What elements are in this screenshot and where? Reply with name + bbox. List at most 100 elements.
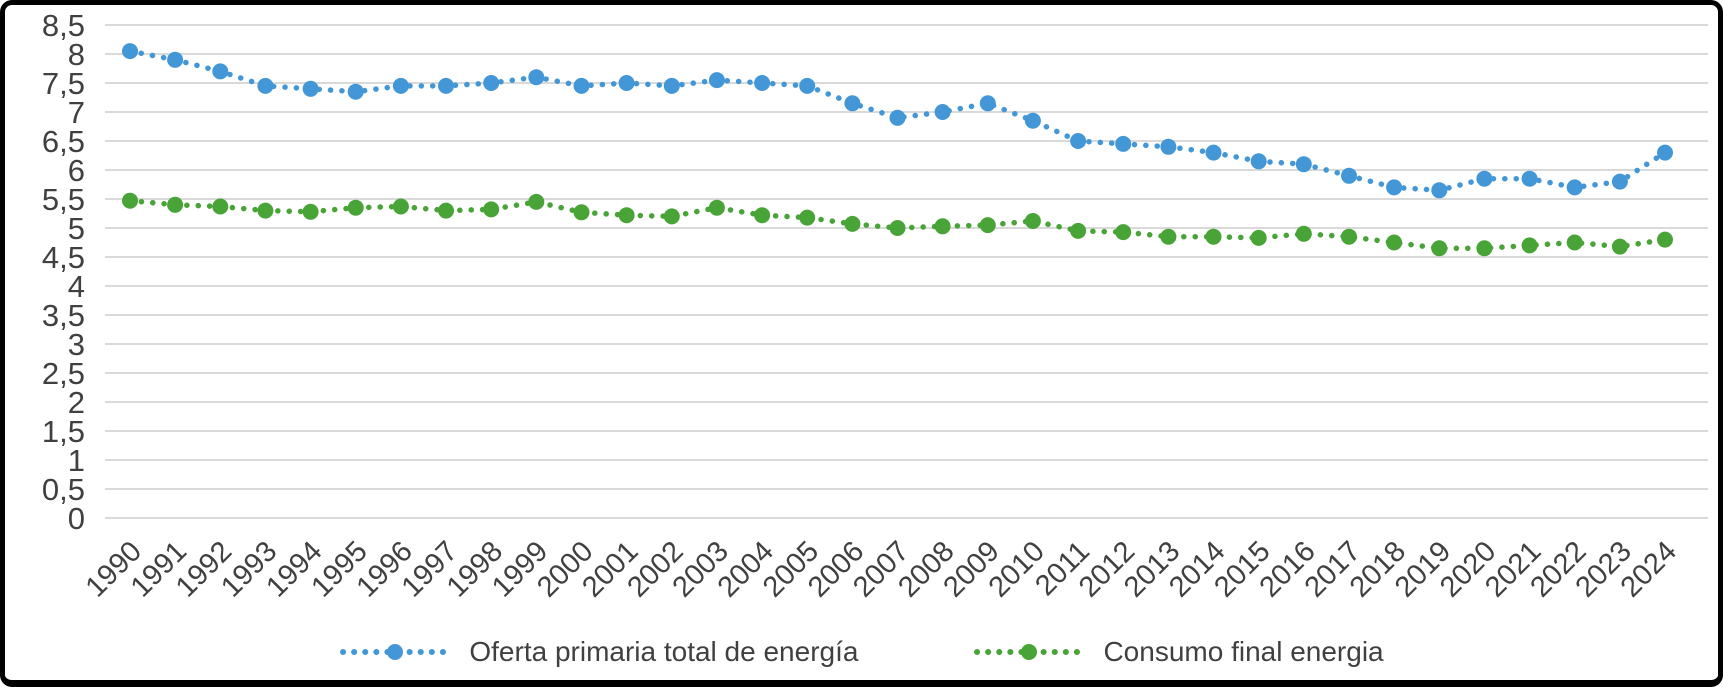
data-point-2007	[889, 220, 906, 236]
data-point-2012	[1115, 135, 1132, 152]
data-point-2010	[1024, 213, 1041, 229]
data-point-2002	[663, 208, 680, 225]
data-point-2024	[1657, 231, 1673, 248]
gridlines	[105, 24, 1708, 519]
y-tick-label: 5	[68, 211, 85, 246]
data-point-1992	[212, 198, 229, 215]
data-point-2008	[934, 218, 951, 235]
data-point-2003	[708, 199, 725, 216]
series-line	[127, 48, 1668, 194]
data-point-2015	[1250, 229, 1267, 246]
y-tick-label: 8,5	[42, 8, 85, 43]
data-point-1996	[392, 77, 409, 94]
legend-item-oferta: Oferta primaria total de energía	[339, 638, 858, 666]
data-point-2020	[1476, 240, 1493, 257]
data-point-2001	[618, 75, 635, 91]
y-tick-label: 0,5	[42, 472, 85, 507]
legend-item-consumo: Consumo final energia	[973, 636, 1384, 667]
data-point-2002	[663, 77, 680, 94]
data-point-2022	[1566, 234, 1583, 251]
data-point-1993	[257, 202, 274, 219]
data-point-2014	[1205, 144, 1222, 161]
data-point-1993	[257, 77, 274, 94]
data-point-2009	[979, 217, 996, 234]
y-tick-label: 6	[68, 153, 85, 188]
data-point-2019	[1431, 240, 1448, 257]
data-point-1999	[528, 193, 545, 210]
data-point-2010	[1024, 112, 1041, 129]
legend-label-consumo: Consumo final energia	[1103, 636, 1384, 667]
data-point-2012	[1115, 224, 1132, 241]
data-point-2019	[1431, 182, 1448, 199]
data-point-2011	[1070, 133, 1087, 149]
data-point-1991	[167, 51, 184, 68]
data-point-1992	[212, 63, 229, 80]
data-point-1995	[347, 83, 364, 100]
chart-legend: Oferta primaria total de energía Consumo…	[5, 638, 1718, 666]
data-point-2004	[754, 75, 771, 91]
y-axis-labels: 00,511,522,533,544,555,566,577,588,5	[42, 8, 85, 536]
series-line	[127, 197, 1668, 252]
data-point-2021	[1521, 170, 1538, 187]
legend-sample-consumo-icon	[974, 644, 1085, 660]
data-point-1998	[483, 75, 500, 91]
y-tick-label: 3	[68, 327, 85, 362]
data-point-2023	[1611, 173, 1628, 190]
chart-area: 0 0,5 1 1,5 2 2,5 3 3,5 4 4,5 5 5,5 6 6,5 7 7,5 8 8,5 1990…	[5, 5, 1718, 605]
data-point-1997	[438, 77, 454, 94]
data-point-1997	[438, 202, 454, 219]
y-tick-label: 5,5	[42, 182, 85, 217]
series-consumo	[122, 192, 1673, 257]
y-tick-label: 3,5	[42, 298, 85, 333]
y-tick-label: 7	[68, 95, 85, 130]
data-point-2011	[1070, 222, 1087, 239]
data-point-1996	[392, 198, 409, 215]
data-point-1991	[167, 196, 184, 213]
data-point-1998	[483, 201, 500, 218]
data-point-2007	[889, 109, 906, 126]
data-point-2017	[1341, 228, 1357, 245]
y-tick-label: 2,5	[42, 356, 85, 391]
data-point-2018	[1386, 179, 1403, 196]
data-point-2015	[1250, 153, 1267, 170]
data-point-2006	[844, 215, 861, 232]
data-point-2016	[1295, 156, 1312, 173]
data-point-2016	[1295, 225, 1312, 242]
data-point-2024	[1657, 144, 1673, 161]
legend-sample-oferta-icon	[340, 644, 451, 660]
x-axis-labels: 1990199119921993199419951996199719981999…	[80, 535, 1683, 603]
y-tick-label: 0	[68, 501, 85, 536]
data-point-2013	[1160, 228, 1177, 245]
data-point-1995	[347, 199, 364, 216]
data-point-2006	[844, 95, 861, 112]
data-point-2000	[573, 77, 590, 94]
y-tick-label: 8	[68, 37, 85, 72]
data-point-2000	[573, 204, 590, 221]
data-point-2022	[1566, 179, 1583, 196]
y-tick-label: 4	[68, 269, 85, 304]
data-point-2021	[1521, 237, 1538, 254]
data-point-2005	[799, 77, 816, 94]
data-point-1994	[302, 203, 319, 220]
data-point-2005	[799, 209, 816, 226]
legend-label-oferta: Oferta primaria total de energía	[469, 636, 859, 667]
data-point-1999	[528, 69, 545, 86]
line-chart-svg: 00,511,522,533,544,555,566,577,588,51990…	[42, 8, 1708, 604]
y-tick-label: 4,5	[42, 240, 85, 275]
data-point-2023	[1611, 238, 1628, 255]
data-point-2018	[1386, 234, 1403, 251]
data-point-2017	[1341, 167, 1357, 184]
y-tick-label: 1,5	[42, 414, 85, 449]
data-point-2003	[708, 72, 725, 89]
data-point-2013	[1160, 138, 1177, 155]
data-point-2014	[1205, 228, 1222, 245]
data-point-2008	[934, 104, 951, 120]
y-tick-label: 7,5	[42, 66, 85, 101]
data-point-2020	[1476, 170, 1493, 187]
data-point-2009	[979, 95, 996, 112]
data-point-1990	[122, 192, 138, 209]
y-tick-label: 2	[68, 385, 85, 420]
y-tick-label: 6,5	[42, 124, 85, 159]
data-point-1990	[122, 43, 138, 60]
